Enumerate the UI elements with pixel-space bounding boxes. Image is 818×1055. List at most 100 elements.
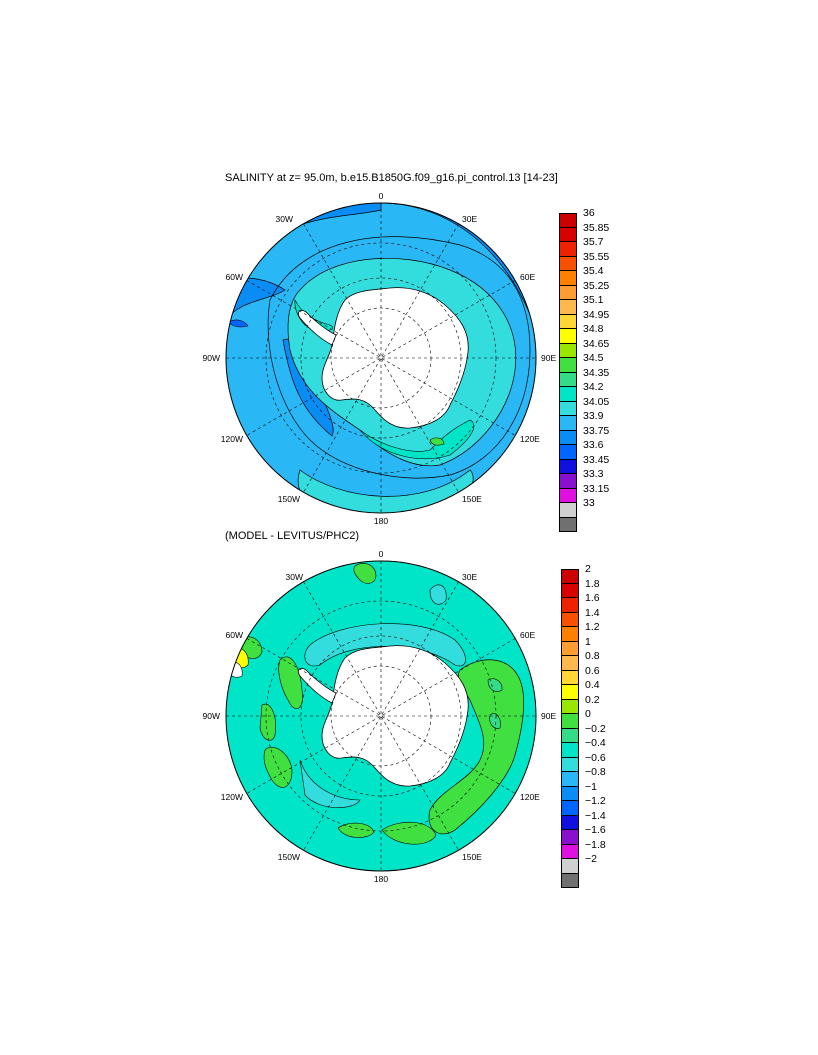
colorbar-swatch [559,474,577,489]
colorbar-label: −2 [585,853,597,865]
colorbar-label: 35.4 [583,265,604,277]
salinity-map [226,203,536,513]
colorbar-swatch [561,801,579,816]
lon-60e: 60E [520,630,535,640]
colorbar-label: 0.8 [585,650,600,662]
colorbar-swatch [559,488,577,503]
colorbar-label: 2 [585,563,591,575]
colorbar-label: 1.6 [585,592,600,604]
panel1-longitude-labels: 0 30W 30E 60W 60E 90W 90E 120W 120E 150W… [203,191,557,526]
colorbar-swatch [559,372,577,387]
colorbar-label: 1 [585,635,591,648]
colorbar-swatch [559,517,577,532]
panel2-title: (MODEL - LEVITUS/PHC2) [225,530,360,542]
lon-120w: 120W [221,434,243,444]
colorbar-label: 34.5 [583,352,604,364]
lon-150e: 150E [462,494,482,504]
colorbar-swatch [561,844,579,859]
colorbar-swatch [561,598,579,613]
colorbar-swatch [561,743,579,758]
lon-180: 180 [374,516,388,526]
colorbar-label: −1.8 [585,838,606,851]
colorbar-label: −0.4 [585,737,606,749]
colorbar-swatch [561,728,579,743]
colorbar-label: −1.4 [585,809,606,822]
colorbar-swatch [561,641,579,656]
colorbar-label: 35.7 [583,236,604,248]
colorbar-swatch [559,430,577,445]
colorbar-swatch [559,285,577,300]
panel2-longitude-labels: 0 30W 30E 60W 60E 90W 90E 120W 120E 150W… [203,549,557,884]
colorbar-label: 36 [583,207,595,219]
lon-150w: 150W [278,852,300,862]
colorbar-swatch [561,757,579,772]
colorbar-label: 0.6 [585,664,600,677]
lon-0: 0 [379,549,384,559]
colorbar-label: 1.2 [585,621,600,633]
colorbar-label: 34.65 [583,337,610,350]
colorbar-swatch [559,445,577,460]
lon-90e: 90E [541,711,556,721]
colorbar-swatch [559,314,577,329]
colorbar-swatch [561,569,579,584]
difference-map [226,561,536,871]
colorbar-swatch [561,873,579,888]
lon-30w: 30W [276,214,293,224]
colorbar-label: 34.2 [583,381,604,393]
colorbar-label: 0.2 [585,693,600,706]
colorbar-swatch [559,271,577,286]
lon-150e: 150E [462,852,482,862]
lon-60w: 60W [226,272,243,282]
lon-150w: 150W [278,494,300,504]
lon-60e: 60E [520,272,535,282]
colorbar-swatch [559,242,577,257]
colorbar-label: 33.9 [583,410,604,422]
colorbar-label: 35.25 [583,279,610,292]
lon-180: 180 [374,874,388,884]
colorbar-swatch [561,699,579,714]
colorbar-label: −0.6 [585,751,606,764]
colorbar-label: −0.2 [585,722,606,735]
colorbar-swatch [561,714,579,729]
lon-30e: 30E [462,214,477,224]
colorbar-swatch [561,859,579,874]
colorbar-label: −1 [585,780,597,793]
colorbar-swatch [561,685,579,700]
colorbar-label: −1.2 [585,795,606,807]
colorbar-swatch [561,656,579,671]
colorbar-swatch [559,329,577,344]
colorbar-swatch [559,256,577,271]
lon-120w: 120W [221,792,243,802]
colorbar-swatch [561,612,579,627]
lon-30w: 30W [286,572,303,582]
colorbar-swatch [559,227,577,242]
colorbar-swatch [561,627,579,642]
colorbar-label: 35.1 [583,294,604,306]
colorbar-swatch [561,830,579,845]
colorbar-swatch [559,416,577,431]
colorbar-swatch [561,815,579,830]
colorbar-label: 34.95 [583,308,610,321]
colorbar-swatch [559,387,577,402]
colorbar-label: 33.6 [583,439,604,451]
colorbar-label: 33.3 [583,468,604,480]
colorbar-swatch [559,503,577,518]
colorbar-label: −1.6 [585,824,606,836]
colorbar-label: 33.75 [583,424,610,437]
colorbar-swatch [559,343,577,358]
lon-90e: 90E [541,353,556,363]
colorbar-label: 33.45 [583,453,610,466]
colorbar-swatch [559,358,577,373]
colorbar-label: 0 [585,708,591,720]
colorbar-swatch [559,300,577,315]
colorbar-label: 35.55 [583,250,610,263]
colorbar-label: 33.15 [583,482,610,495]
colorbar-label: 34.05 [583,395,610,408]
panel1-title: SALINITY at z= 95.0m, b.e15.B1850G.f09_g… [225,172,558,184]
colorbar-swatch [559,459,577,474]
colorbar-label: 34.8 [583,323,604,335]
colorbar-swatch [561,670,579,685]
colorbar-label: 1.4 [585,606,600,619]
lon-90w: 90W [203,711,220,721]
